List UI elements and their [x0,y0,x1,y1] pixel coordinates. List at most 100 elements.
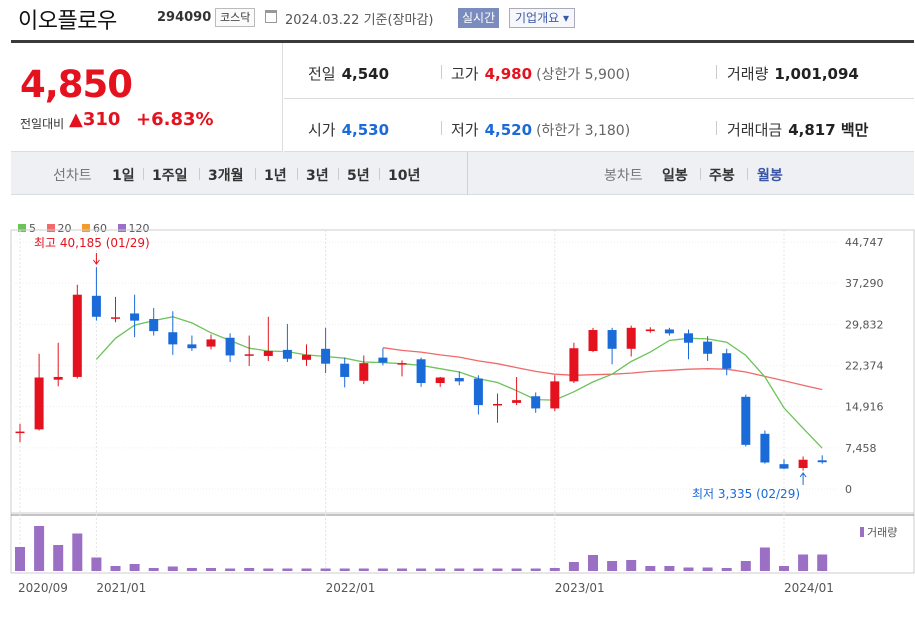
stat-low-value: 4,520 [484,121,533,139]
candle-body [130,313,140,321]
volume-bar [721,568,732,571]
candle-body [741,396,751,445]
candle [416,357,426,387]
candle [378,348,388,366]
y-tick-label: 37,290 [845,277,884,290]
period-10y[interactable]: 10년 [388,168,421,184]
period-separator [700,168,701,180]
candle [645,327,655,333]
candle-body [359,363,369,381]
stat-prev: 전일 4,540 [308,63,389,84]
candle [91,267,101,321]
candle-body [282,349,292,359]
company-info-dropdown[interactable]: 기업개요 ▾ [509,8,575,28]
candle [760,430,770,464]
candle-body [206,339,216,347]
legend-ma20-label: 20 [57,222,72,235]
x-tick-label: 2021/01 [96,581,146,595]
stock-code: 294090 [157,10,212,25]
stat-separator [716,121,717,135]
candles [15,267,827,471]
volume-bar [53,545,64,571]
candle [512,376,522,406]
volume-bar [282,568,293,571]
x-tick-label: 2023/01 [555,581,605,595]
candle [340,357,350,388]
candle [493,393,502,423]
volume-legend-swatch [860,527,864,537]
period-1y[interactable]: 1년 [264,168,287,184]
candle [664,327,674,336]
stat-lower-limit: (하한가 3,180) [536,123,631,139]
volume-bar [759,547,770,571]
realtime-button[interactable]: 실시간 [458,8,500,28]
period-1w[interactable]: 1주일 [152,168,188,184]
volume-bar [798,554,809,571]
up-arrow-icon: ▲ [69,109,83,130]
candle-weekly[interactable]: 주봉 [709,168,735,184]
calendar-icon [265,10,277,23]
stat-prev-value: 4,540 [341,65,390,83]
period-separator [199,168,200,180]
candle-daily[interactable]: 일봉 [662,168,688,184]
chart-grid [10,229,915,574]
volume-bar [511,568,522,571]
candle [302,344,311,366]
candle [359,355,369,385]
ma-legend: 5 20 60 120 [18,222,157,235]
candle-body [149,318,159,332]
candle-body [703,341,713,354]
volume-bar [225,568,236,571]
stock-name: 이오플로우 [18,9,117,34]
volume-bar [588,555,598,571]
candle-body [263,351,273,356]
candle-body [798,459,808,469]
candle [130,294,140,338]
stat-low: 저가 4,520 (하한가 3,180) [451,119,630,140]
period-1d[interactable]: 1일 [112,168,135,184]
legend-ma5[interactable]: 5 [18,222,36,235]
candle-body [684,333,693,343]
candle [111,296,120,323]
candle-body [817,460,827,463]
stat-high-value: 4,980 [484,65,533,83]
candle-body [72,294,82,377]
legend-ma60[interactable]: 60 [82,222,107,235]
legend-ma120[interactable]: 120 [117,222,150,235]
period-3y[interactable]: 3년 [306,168,329,184]
candle-body [454,378,464,382]
volume-bar [645,566,656,571]
candle [779,459,789,470]
volume-bar [530,568,541,571]
volume-bar [186,568,197,571]
candle-body [473,378,483,406]
candle-body [664,329,674,334]
period-5y[interactable]: 5년 [347,168,370,184]
candle-body [779,464,789,469]
candle-body [302,354,311,360]
candle [550,375,560,412]
candle [569,342,579,384]
candle [473,375,483,415]
candle [34,353,44,431]
candle-body [378,357,388,363]
stock-header: 이오플로우 294090 코스닥 2024.03.22 기준(장마감) 실시간 … [0,0,915,40]
candle [53,342,63,387]
candle-body [91,295,101,317]
low-marker-arrow [799,472,807,485]
y-tick-label: 44,747 [845,236,884,249]
high-annotation: 최고 40,185 (01/29) [34,236,150,250]
y-tick-label: 22,374 [845,360,884,373]
volume-legend-label: 거래량 [867,526,897,539]
candle-body [168,332,178,345]
volume-bar [454,568,465,571]
legend-ma20[interactable]: 20 [46,222,72,235]
candle-monthly[interactable]: 월봉 [757,168,783,184]
period-3m[interactable]: 3개월 [208,168,244,184]
stat-separator [716,65,717,79]
period-separator [255,168,256,180]
volume-bar [549,568,560,571]
high-marker-arrow [93,253,100,265]
candle-body [187,344,197,349]
legend-ma5-label: 5 [29,222,36,235]
